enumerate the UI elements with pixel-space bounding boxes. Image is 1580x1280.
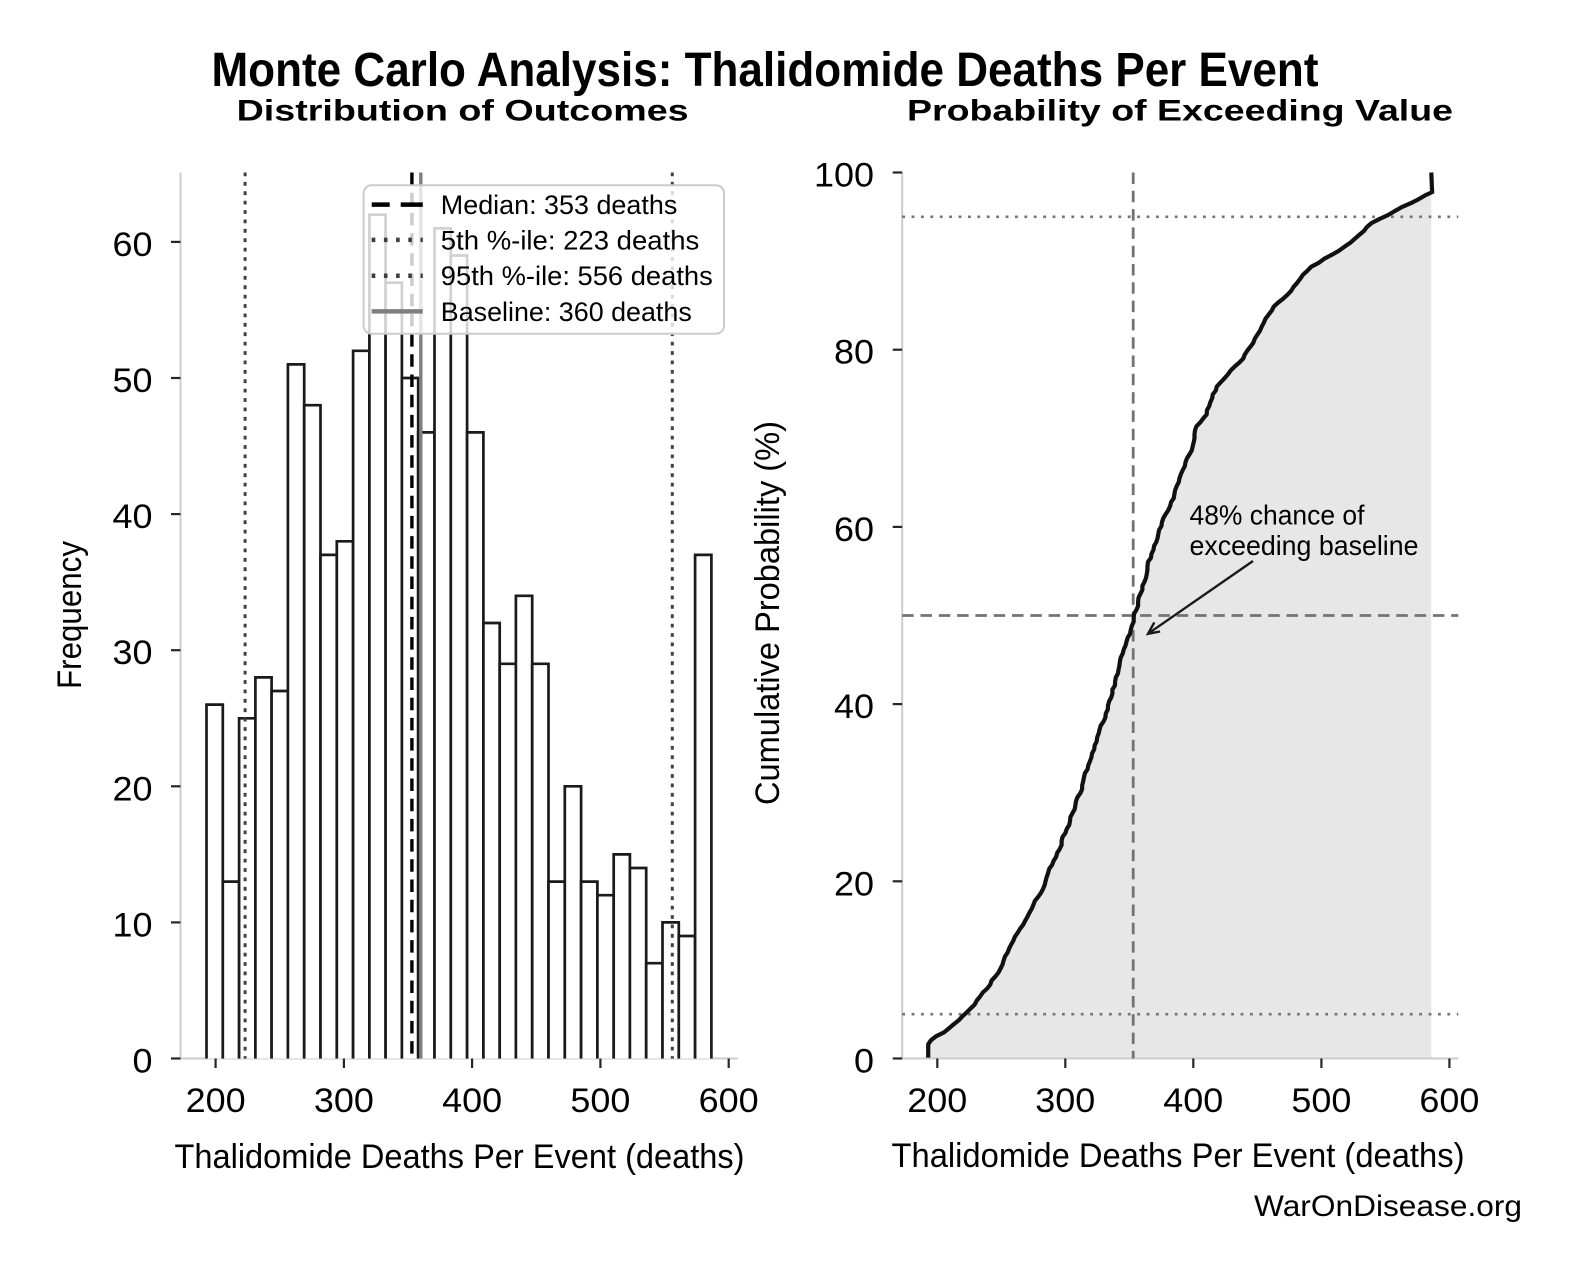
svg-text:40: 40: [113, 498, 153, 536]
svg-text:Probability of Exceeding Value: Probability of Exceeding Value: [907, 95, 1453, 128]
svg-text:48% chance of: 48% chance of: [1190, 499, 1365, 530]
svg-text:Cumulative Probability (%): Cumulative Probability (%): [749, 421, 787, 805]
svg-text:600: 600: [699, 1082, 759, 1120]
svg-text:60: 60: [834, 511, 874, 549]
svg-text:20: 20: [113, 770, 153, 808]
svg-text:500: 500: [570, 1082, 630, 1120]
svg-text:Distribution of Outcomes: Distribution of Outcomes: [237, 95, 689, 128]
svg-text:0: 0: [133, 1043, 153, 1081]
svg-text:50: 50: [113, 362, 153, 400]
svg-text:0: 0: [854, 1043, 874, 1081]
svg-text:400: 400: [1163, 1082, 1223, 1120]
svg-text:60: 60: [113, 226, 153, 264]
svg-text:WarOnDisease.org: WarOnDisease.org: [1254, 1190, 1522, 1223]
svg-text:300: 300: [1035, 1082, 1095, 1120]
svg-text:Frequency: Frequency: [51, 541, 89, 689]
svg-text:10: 10: [113, 906, 153, 944]
svg-text:95th %-ile: 556 deaths: 95th %-ile: 556 deaths: [441, 261, 713, 291]
svg-text:400: 400: [442, 1082, 502, 1120]
svg-text:Monte Carlo Analysis: Thalidom: Monte Carlo Analysis: Thalidomide Deaths…: [212, 44, 1319, 97]
svg-text:Baseline: 360 deaths: Baseline: 360 deaths: [441, 297, 692, 327]
svg-text:30: 30: [113, 634, 153, 672]
svg-text:500: 500: [1291, 1082, 1351, 1120]
svg-text:20: 20: [834, 865, 874, 903]
svg-text:40: 40: [834, 688, 874, 726]
svg-text:600: 600: [1419, 1082, 1479, 1120]
svg-text:exceeding baseline: exceeding baseline: [1190, 530, 1419, 561]
svg-text:100: 100: [814, 157, 874, 195]
svg-text:80: 80: [834, 334, 874, 372]
svg-text:200: 200: [186, 1082, 246, 1120]
svg-text:Thalidomide Deaths Per Event (: Thalidomide Deaths Per Event (deaths): [892, 1137, 1465, 1175]
svg-text:Median: 353 deaths: Median: 353 deaths: [441, 190, 678, 220]
svg-text:300: 300: [314, 1082, 374, 1120]
svg-text:200: 200: [907, 1082, 967, 1120]
svg-text:5th %-ile: 223 deaths: 5th %-ile: 223 deaths: [441, 226, 700, 256]
svg-text:Thalidomide Deaths Per Event (: Thalidomide Deaths Per Event (deaths): [175, 1138, 745, 1176]
